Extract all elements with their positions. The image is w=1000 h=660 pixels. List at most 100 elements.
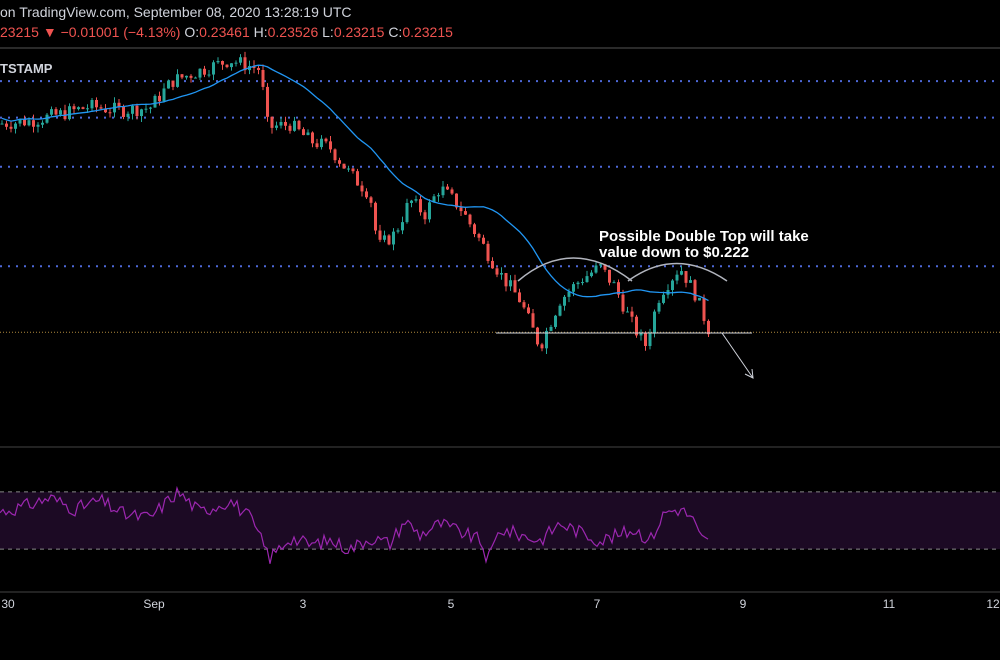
- candle-body: [428, 202, 431, 220]
- x-tick-label: 3: [300, 597, 307, 611]
- candle-body: [144, 108, 148, 110]
- candle-body: [536, 327, 539, 345]
- candle-body: [207, 74, 211, 76]
- candle-body: [608, 269, 611, 283]
- candle-body: [243, 57, 247, 71]
- candle-body: [221, 61, 224, 65]
- candle-body: [77, 107, 80, 110]
- projection-arrow-head: [744, 368, 754, 379]
- candle-body: [338, 160, 341, 164]
- candle-body: [23, 119, 26, 126]
- candle-body: [423, 212, 427, 220]
- candle-body: [437, 195, 440, 197]
- candle-body: [531, 313, 535, 328]
- candle-body: [324, 138, 328, 142]
- high-value: 0.23526: [267, 24, 319, 40]
- candle-body: [311, 132, 314, 144]
- candle-body: [360, 185, 364, 192]
- candle-body: [374, 202, 377, 231]
- candle-body: [234, 62, 238, 64]
- candle-body: [0, 123, 4, 125]
- candle-body: [554, 315, 557, 327]
- candle-body: [86, 108, 89, 110]
- candle-body: [657, 302, 661, 312]
- candle-body: [581, 282, 584, 284]
- candle-body: [288, 125, 292, 131]
- candle-body: [509, 280, 512, 287]
- candle-body: [9, 126, 13, 129]
- candle-body: [149, 107, 152, 109]
- candle-body: [419, 199, 422, 213]
- candle-body: [450, 189, 454, 194]
- candle-body: [630, 311, 634, 317]
- candle-body: [392, 231, 395, 245]
- candle-body: [504, 273, 508, 287]
- low-label: L:: [322, 24, 334, 40]
- x-tick-label: 5: [448, 597, 455, 611]
- candle-body: [603, 264, 607, 270]
- candle-body: [198, 68, 202, 78]
- candle-body: [455, 193, 458, 208]
- low-value: 0.23215: [333, 24, 385, 40]
- candle-body: [639, 333, 643, 336]
- x-tick-label: 12: [986, 597, 1000, 611]
- candle-body: [5, 123, 8, 127]
- candle-body: [279, 121, 283, 126]
- candle-body: [140, 109, 143, 117]
- open-label: O:: [184, 24, 200, 40]
- candle-body: [621, 294, 625, 312]
- open-value: 0.23461: [199, 24, 250, 40]
- candle-body: [284, 121, 287, 126]
- candle-body: [257, 67, 260, 70]
- candle-body: [189, 75, 193, 78]
- candle-body: [401, 222, 404, 231]
- x-tick-label: 11: [883, 597, 896, 611]
- candle-body: [203, 68, 206, 75]
- candle-body: [495, 268, 499, 275]
- candle-body: [230, 63, 233, 68]
- candle-body: [698, 297, 701, 301]
- candle-body: [644, 333, 647, 346]
- close-value: 0.23215: [402, 24, 453, 40]
- candle-body: [122, 106, 125, 117]
- candle-body: [648, 333, 652, 346]
- chart-header: on TradingView.com, September 08, 2020 1…: [0, 4, 352, 20]
- candle-body: [702, 297, 706, 321]
- candle-body: [342, 163, 346, 169]
- candle-body: [378, 230, 382, 240]
- candle-body: [293, 120, 296, 131]
- candle-body: [486, 243, 490, 261]
- candle-body: [599, 264, 602, 266]
- candle-body: [68, 106, 71, 120]
- double-top-drawing: [496, 257, 754, 379]
- candle-body: [684, 271, 688, 283]
- candle-body: [297, 120, 301, 130]
- horizontal-levels: [0, 80, 1000, 333]
- candle-body: [162, 88, 166, 102]
- candle-body: [689, 280, 692, 283]
- candle-body: [612, 282, 616, 284]
- candle-body: [59, 110, 62, 115]
- close-label: C:: [388, 24, 403, 40]
- candle-body: [680, 271, 683, 275]
- candle-body: [383, 235, 386, 240]
- candle-body: [90, 99, 94, 109]
- last-price: 23215: [0, 24, 39, 40]
- x-tick-label: Sep: [143, 597, 165, 611]
- candle-body: [414, 199, 418, 201]
- candle-body: [180, 74, 184, 78]
- candle-body: [252, 65, 256, 68]
- candle-body: [594, 265, 598, 273]
- high-label: H:: [253, 24, 268, 40]
- price-change: −0.01001 (−4.13%): [60, 24, 181, 40]
- candles: [0, 51, 710, 354]
- candle-body: [567, 291, 571, 297]
- candle-body: [216, 61, 220, 63]
- x-tick-label: 30: [1, 597, 15, 611]
- chart-frame: [0, 47, 1000, 593]
- candle-body: [239, 57, 242, 63]
- candle-body: [261, 69, 265, 87]
- candle-body: [36, 124, 40, 127]
- candle-body: [81, 107, 85, 109]
